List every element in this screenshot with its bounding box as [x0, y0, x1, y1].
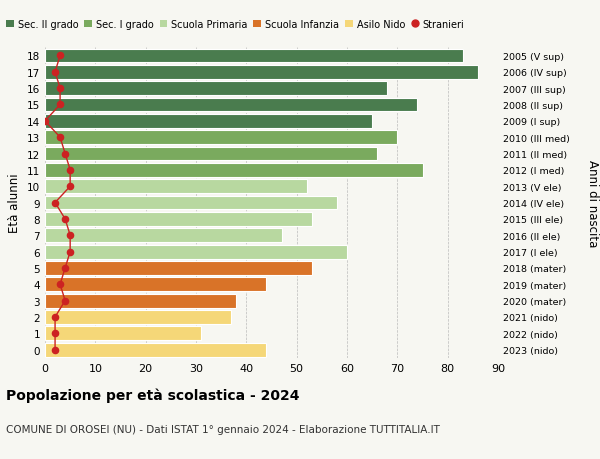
Bar	[45, 50, 463, 63]
Point	[61, 151, 70, 158]
Bar	[45, 82, 387, 96]
Bar	[45, 98, 418, 112]
Point	[65, 183, 75, 190]
Point	[61, 265, 70, 272]
Point	[50, 346, 60, 353]
Bar	[45, 213, 312, 226]
Bar	[45, 294, 236, 308]
Bar	[45, 147, 377, 161]
Point	[55, 101, 65, 109]
Point	[55, 134, 65, 141]
Point	[50, 313, 60, 321]
Bar	[45, 131, 397, 145]
Point	[61, 297, 70, 305]
Text: Popolazione per età scolastica - 2024: Popolazione per età scolastica - 2024	[6, 388, 299, 403]
Bar	[45, 229, 281, 243]
Bar	[45, 310, 231, 324]
Point	[61, 216, 70, 223]
Bar	[45, 245, 347, 259]
Text: COMUNE DI OROSEI (NU) - Dati ISTAT 1° gennaio 2024 - Elaborazione TUTTITALIA.IT: COMUNE DI OROSEI (NU) - Dati ISTAT 1° ge…	[6, 425, 440, 435]
Point	[55, 85, 65, 93]
Point	[65, 167, 75, 174]
Bar	[45, 327, 201, 341]
Bar	[45, 196, 337, 210]
Point	[65, 248, 75, 256]
Bar	[45, 66, 478, 79]
Point	[55, 281, 65, 288]
Bar	[45, 343, 266, 357]
Point	[40, 118, 50, 125]
Point	[50, 199, 60, 207]
Y-axis label: Anni di nascita: Anni di nascita	[586, 160, 599, 246]
Point	[50, 69, 60, 76]
Bar	[45, 262, 312, 275]
Bar	[45, 163, 422, 178]
Point	[55, 53, 65, 60]
Bar	[45, 278, 266, 291]
Legend: Sec. II grado, Sec. I grado, Scuola Primaria, Scuola Infanzia, Asilo Nido, Stran: Sec. II grado, Sec. I grado, Scuola Prim…	[2, 16, 468, 34]
Bar	[45, 115, 372, 129]
Point	[50, 330, 60, 337]
Bar	[45, 180, 307, 194]
Y-axis label: Età alunni: Età alunni	[8, 174, 22, 233]
Point	[65, 232, 75, 240]
